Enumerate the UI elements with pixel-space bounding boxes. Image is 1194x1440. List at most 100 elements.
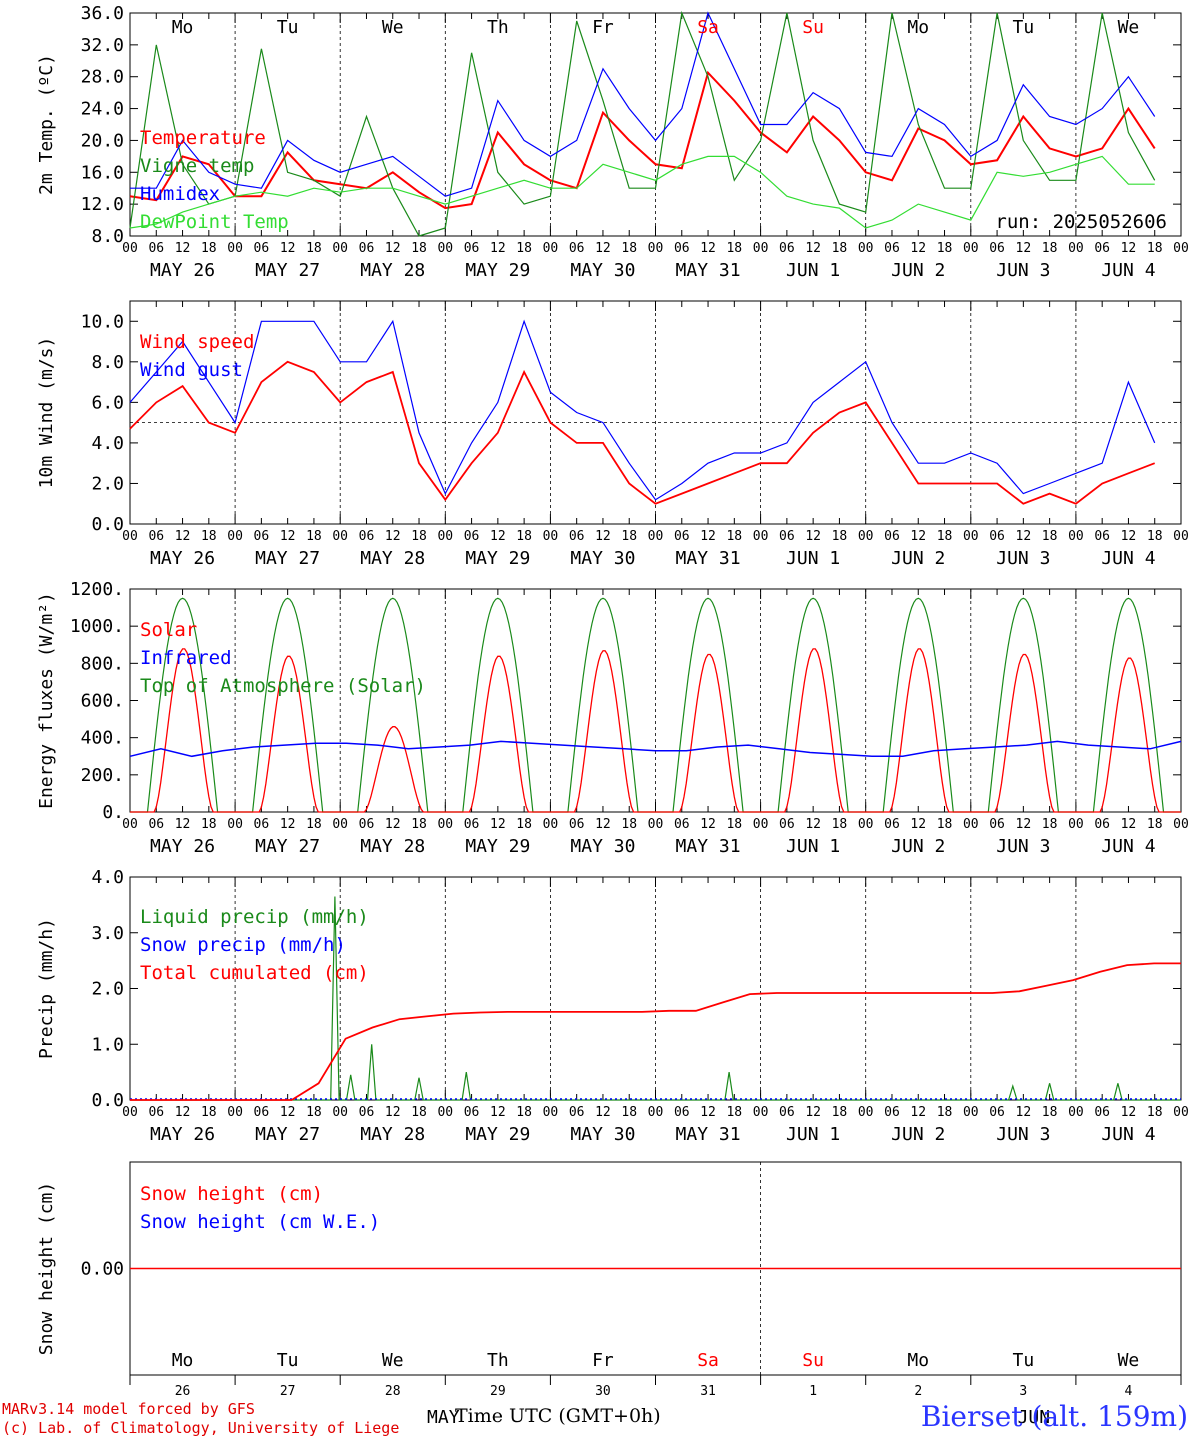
- date-label: MAY 30: [570, 548, 635, 569]
- panel-frame: [129, 12, 1182, 237]
- hour-label: 00: [227, 241, 243, 256]
- hour-label: 18: [832, 1105, 848, 1120]
- hour-label: 00: [122, 817, 138, 832]
- hour-label: 12: [700, 241, 716, 256]
- hour-label: 06: [989, 1105, 1005, 1120]
- hour-label: 00: [1068, 817, 1084, 832]
- hour-label: 00: [648, 529, 664, 544]
- hour-label: 00: [227, 529, 243, 544]
- date-label: MAY 28: [360, 1124, 425, 1145]
- date-label: JUN 3: [996, 260, 1050, 281]
- legend-entry: Humidex: [140, 183, 220, 205]
- hour-label: 06: [989, 529, 1005, 544]
- hour-label: 12: [175, 241, 191, 256]
- hour-label: 06: [359, 1105, 375, 1120]
- hour-label: 06: [989, 241, 1005, 256]
- hour-label: 18: [832, 529, 848, 544]
- weekday-label: Th: [487, 17, 509, 38]
- hour-label: 18: [201, 529, 217, 544]
- hour-label: 00: [543, 817, 559, 832]
- legend-entry: Temperature: [140, 127, 266, 149]
- series-temperature: [129, 70, 1156, 210]
- hour-label: 12: [385, 817, 401, 832]
- date-label: JUN 4: [1101, 548, 1155, 569]
- hour-label: 12: [805, 817, 821, 832]
- hour-label: 18: [411, 241, 427, 256]
- date-label: MAY 27: [255, 548, 320, 569]
- hour-label: 18: [726, 817, 742, 832]
- legend-entry: Snow height (cm W.E.): [140, 1211, 380, 1233]
- hour-label: 06: [674, 817, 690, 832]
- hour-label: 18: [726, 529, 742, 544]
- hour-label: 18: [1042, 1105, 1058, 1120]
- y-tick-label: 200.: [81, 765, 124, 786]
- panel-frame: [129, 300, 1182, 525]
- hour-label: 06: [464, 1105, 480, 1120]
- hour-label: 12: [1016, 529, 1032, 544]
- hour-label: 12: [385, 529, 401, 544]
- hour-label: 18: [516, 529, 532, 544]
- date-label: MAY 26: [150, 260, 215, 281]
- date-label: JUN 4: [1101, 260, 1155, 281]
- hour-label: 00: [1173, 529, 1189, 544]
- date-label: JUN 4: [1101, 1124, 1155, 1145]
- day-number: 3: [1019, 1384, 1027, 1399]
- hour-label: 06: [254, 529, 270, 544]
- legend-entry: Snow precip (mm/h): [140, 934, 346, 956]
- hour-label: 00: [1173, 817, 1189, 832]
- hour-label: 00: [858, 817, 874, 832]
- hour-label: 18: [621, 1105, 637, 1120]
- hour-label: 06: [779, 529, 795, 544]
- date-label: JUN 1: [786, 260, 840, 281]
- hour-label: 18: [306, 817, 322, 832]
- date-label: MAY 29: [465, 1124, 530, 1145]
- weekday-label: Mo: [907, 1350, 929, 1371]
- hour-label: 06: [569, 529, 585, 544]
- hour-label: 06: [359, 817, 375, 832]
- series-wind-gust: [129, 319, 1156, 501]
- date-label: MAY 27: [255, 260, 320, 281]
- run-label: run: 2025052606: [995, 211, 1167, 233]
- weekday-label: Fr: [592, 1350, 614, 1371]
- hour-label: 12: [805, 1105, 821, 1120]
- y-tick-label: 0.0: [91, 514, 124, 535]
- y-tick-label: 3.0: [91, 923, 124, 944]
- y-tick-label: 2.0: [91, 473, 124, 494]
- hour-label: 00: [1068, 529, 1084, 544]
- hour-label: 00: [227, 1105, 243, 1120]
- hour-label: 06: [674, 529, 690, 544]
- hour-label: 12: [1121, 1105, 1137, 1120]
- hour-label: 18: [516, 241, 532, 256]
- legend-entry: DewPoint Temp: [140, 211, 289, 233]
- y-tick-label: 8.0: [91, 352, 124, 373]
- hour-label: 00: [332, 1105, 348, 1120]
- date-label: MAY 29: [465, 836, 530, 857]
- hour-label: 00: [122, 529, 138, 544]
- y-tick-label: 1000.: [70, 616, 124, 637]
- legend-entry: Total cumulated (cm): [140, 962, 369, 984]
- hour-label: 18: [1147, 1105, 1163, 1120]
- hour-label: 00: [648, 817, 664, 832]
- series-dewpoint-temp: [129, 155, 1155, 229]
- weekday-label: Su: [802, 1350, 824, 1371]
- hour-label: 18: [937, 241, 953, 256]
- hour-label: 06: [569, 1105, 585, 1120]
- legend-entry: Infrared: [140, 647, 232, 669]
- hour-label: 06: [148, 241, 164, 256]
- hour-label: 00: [963, 817, 979, 832]
- hour-label: 12: [910, 1105, 926, 1120]
- y-axis-label: Energy fluxes (W/m²): [36, 592, 57, 809]
- y-axis-label: 2m Temp. (ºC): [36, 54, 57, 195]
- hour-label: 12: [385, 1105, 401, 1120]
- hour-label: 00: [332, 817, 348, 832]
- hour-label: 18: [516, 1105, 532, 1120]
- day-number: 31: [700, 1384, 716, 1399]
- hour-label: 12: [490, 817, 506, 832]
- hour-label: 06: [359, 241, 375, 256]
- date-label: JUN 1: [786, 836, 840, 857]
- hour-label: 18: [621, 817, 637, 832]
- y-tick-label: 32.0: [81, 35, 124, 56]
- hour-label: 06: [464, 817, 480, 832]
- hour-label: 00: [1173, 1105, 1189, 1120]
- hour-label: 00: [753, 1105, 769, 1120]
